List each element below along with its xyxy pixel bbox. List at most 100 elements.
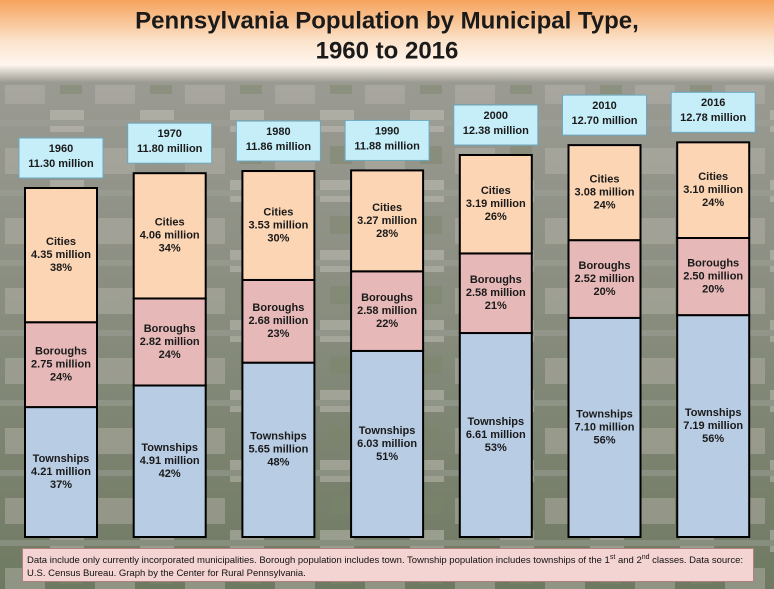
bar-segment <box>132 384 207 538</box>
percent-label: 51% <box>376 451 398 463</box>
percent-label: 56% <box>702 433 724 445</box>
segment-name: Boroughs <box>252 302 304 314</box>
total-box <box>670 91 756 133</box>
percent-label: 22% <box>376 318 398 330</box>
segment-name: Cities <box>46 236 76 248</box>
value-label: 3.27 million <box>357 215 417 227</box>
total-box <box>453 104 539 146</box>
percent-label: 21% <box>485 300 507 312</box>
percent-label: 53% <box>485 442 507 454</box>
bar-segment <box>241 170 316 281</box>
total-label: 12.70 million <box>571 115 637 127</box>
bar-segment <box>24 321 98 409</box>
value-label: 7.10 million <box>575 421 635 433</box>
note-text: st <box>609 554 616 561</box>
value-label: 2.52 million <box>575 273 635 285</box>
bar-segment <box>676 236 751 317</box>
note-text: classes. Data source: U.S. Census Bureau… <box>27 555 743 580</box>
year-label: 1990 <box>375 125 399 137</box>
bar-segment <box>241 361 316 538</box>
percent-label: 24% <box>593 200 615 212</box>
total-label: 11.88 million <box>354 140 420 152</box>
year-label: 2000 <box>484 110 508 122</box>
bar-segment <box>458 153 533 255</box>
segment-name: Townships <box>685 407 742 419</box>
total-label: 11.86 million <box>246 141 312 153</box>
percent-label: 20% <box>702 283 724 295</box>
value-label: 2.75 million <box>31 359 91 371</box>
percent-label: 26% <box>485 211 507 223</box>
value-label: 2.58 million <box>357 305 417 317</box>
value-label: 2.68 million <box>248 315 308 327</box>
segment-name: Boroughs <box>361 292 413 304</box>
total-label: 12.38 million <box>463 125 529 137</box>
percent-label: 24% <box>702 197 724 209</box>
segment-name: Boroughs <box>144 323 196 335</box>
total-label: 11.80 million <box>137 143 203 155</box>
note-text: nd <box>641 554 650 561</box>
note-text: and 2 <box>615 555 642 567</box>
value-label: 7.19 million <box>683 420 743 432</box>
total-box <box>344 119 430 161</box>
segment-name: Boroughs <box>687 257 739 269</box>
total-box <box>127 122 213 164</box>
percent-label: 38% <box>50 262 72 274</box>
note-text: Data include only currently incorporated… <box>27 555 610 567</box>
percent-label: 24% <box>50 372 72 384</box>
bar-segment <box>350 270 425 352</box>
segment-name: Boroughs <box>35 346 87 358</box>
bar-segment <box>676 314 751 538</box>
segment-name: Cities <box>263 206 293 218</box>
segment-name: Boroughs <box>579 260 631 272</box>
segment-name: Townships <box>467 416 524 428</box>
value-label: 6.61 million <box>466 429 526 441</box>
percent-label: 42% <box>159 468 181 480</box>
percent-label: 20% <box>593 286 615 298</box>
segment-name: Townships <box>141 442 198 454</box>
bar-segment <box>567 316 642 538</box>
segment-name: Cities <box>372 202 402 214</box>
value-label: 3.19 million <box>466 198 526 210</box>
segment-name: Townships <box>250 431 307 443</box>
bar-segment <box>350 169 425 273</box>
segment-name: Cities <box>155 217 185 229</box>
value-label: 4.91 million <box>140 455 200 467</box>
total-box <box>562 94 647 136</box>
value-label: 6.03 million <box>357 438 417 450</box>
bar-segment <box>567 239 642 319</box>
segment-name: Cities <box>481 185 511 197</box>
segment-name: Townships <box>359 425 416 437</box>
percent-label: 23% <box>267 328 289 340</box>
percent-label: 30% <box>267 232 289 244</box>
segment-name: Cities <box>698 171 728 183</box>
total-label: 12.78 million <box>680 112 746 124</box>
segment-name: Boroughs <box>470 274 522 286</box>
bar-segment <box>241 278 316 364</box>
value-label: 3.10 million <box>683 184 743 196</box>
bar-segment <box>676 141 751 239</box>
percent-label: 48% <box>267 457 289 469</box>
value-label: 3.08 million <box>575 187 635 199</box>
percent-label: 28% <box>376 228 398 240</box>
total-box <box>235 120 321 162</box>
value-label: 5.65 million <box>248 444 308 456</box>
bar-segment <box>132 172 207 300</box>
year-label: 2010 <box>592 100 616 112</box>
total-box <box>18 137 104 179</box>
percent-label: 34% <box>159 243 181 255</box>
value-label: 4.21 million <box>31 466 91 478</box>
bar-segment <box>24 187 98 324</box>
segment-name: Cities <box>590 174 620 186</box>
percent-label: 24% <box>159 349 181 361</box>
year-label: 2016 <box>701 97 725 109</box>
bar-segment <box>350 349 425 538</box>
segment-name: Townships <box>576 408 633 420</box>
percent-label: 37% <box>50 479 72 491</box>
value-label: 4.35 million <box>31 249 91 261</box>
value-label: 2.50 million <box>683 270 743 282</box>
percent-label: 56% <box>593 434 615 446</box>
chart-title: Pennsylvania Population by Municipal Typ… <box>135 7 639 34</box>
year-label: 1970 <box>157 128 181 140</box>
